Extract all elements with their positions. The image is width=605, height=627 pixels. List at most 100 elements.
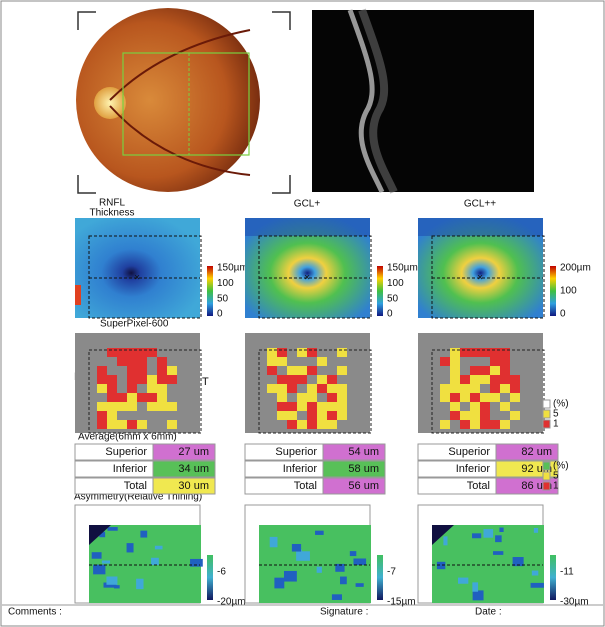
superpixel-cell <box>510 411 520 420</box>
table-label: Inferior <box>456 463 491 475</box>
colorbar-label: 200µm <box>560 263 591 274</box>
superpixel-cell <box>490 384 500 393</box>
legend-swatch <box>542 419 551 429</box>
superpixel-cell <box>147 393 157 402</box>
map-grid <box>258 235 372 319</box>
superpixel-cell <box>167 420 177 429</box>
asymmetry-colorbar <box>377 555 383 600</box>
asymmetry-spot <box>151 557 159 566</box>
column-subtitle: Thickness <box>89 208 134 219</box>
superpixel-cell <box>317 384 327 393</box>
fovea-mark: × <box>477 273 483 284</box>
superpixel-title: SuperPixel-600 <box>100 319 169 330</box>
superpixel-cell <box>500 384 510 393</box>
colorbar-label: 50 <box>217 293 229 304</box>
superpixel-cell <box>127 420 137 429</box>
superpixel-cell <box>480 420 490 429</box>
table-value: 54 um <box>348 446 379 458</box>
superpixel-cell <box>440 393 450 402</box>
fundus-image <box>76 8 291 194</box>
asymmetry-spot <box>91 552 102 559</box>
table-label: Total <box>294 480 317 492</box>
asymmetry-spot <box>106 576 118 585</box>
superpixel-cell <box>127 384 137 393</box>
superpixel-cell <box>337 411 347 420</box>
asymmetry-spot <box>291 543 302 552</box>
asymmetry-spot <box>483 529 494 538</box>
superpixel-cell <box>450 384 460 393</box>
table-label: Total <box>124 480 147 492</box>
superpixel-cell <box>127 348 137 357</box>
asymmetry-spot <box>113 585 120 589</box>
superpixel-cell <box>277 393 287 402</box>
superpixel-cell <box>267 366 277 375</box>
asymmetry-corner <box>89 525 111 545</box>
superpixel-cell <box>460 393 470 402</box>
asymmetry-colorbar <box>207 555 213 600</box>
legend-label: (%) <box>553 461 569 472</box>
superpixel-cell <box>440 420 450 429</box>
asymmetry-spot <box>126 543 134 553</box>
asymmetry-colorbar <box>550 555 556 600</box>
asymmetry-spot <box>283 570 297 582</box>
superpixel-cell <box>157 393 167 402</box>
table-value-cell <box>322 460 386 478</box>
asymmetry-map <box>259 525 371 603</box>
superpixel-cell <box>287 411 297 420</box>
asymmetry-spot <box>103 582 117 588</box>
superpixel-cell <box>147 348 157 357</box>
fovea-mark: × <box>134 273 140 284</box>
superpixel-cell <box>267 357 277 366</box>
superpixel-cell <box>277 384 287 393</box>
superpixel-cell <box>490 393 500 402</box>
map-grid <box>88 235 202 319</box>
asymmetry-spot <box>269 536 278 548</box>
superpixel-cell <box>460 384 470 393</box>
table-label: Total <box>467 480 490 492</box>
legend-swatch <box>542 399 551 409</box>
thickness-map <box>75 218 200 318</box>
superpixel-cell <box>480 402 490 411</box>
superpixel-cell <box>147 402 157 411</box>
superpixel-cell <box>157 402 167 411</box>
asymmetry-spot <box>472 582 479 592</box>
superpixel-cell <box>490 357 500 366</box>
superpixel-cell <box>267 384 277 393</box>
superpixel-cell <box>460 420 470 429</box>
superpixel-cell <box>117 420 127 429</box>
superpixel-cell <box>490 348 500 357</box>
table-value-cell <box>152 460 216 478</box>
superpixel-cell <box>127 357 137 366</box>
footer-date: Date : <box>475 607 502 618</box>
asymmetry-colorbar-label: -30µm <box>560 597 589 608</box>
superpixel-cell <box>510 393 520 402</box>
superpixel-cell <box>157 384 167 393</box>
superpixel-cell <box>500 420 510 429</box>
column-title: RNFL <box>99 198 126 209</box>
superpixel-cell <box>337 384 347 393</box>
asymmetry-spot <box>316 566 322 573</box>
superpixel-cell <box>157 366 167 375</box>
map-top-band <box>245 218 370 236</box>
asymmetry-spot <box>472 590 484 601</box>
superpixel-cell <box>327 420 337 429</box>
superpixel-cell <box>307 411 317 420</box>
superpixel-cell <box>460 375 470 384</box>
asymmetry-spot <box>136 578 144 590</box>
asymmetry-spot <box>99 531 106 538</box>
superpixel-cell <box>277 375 287 384</box>
colorbar-label: 0 <box>560 309 566 320</box>
superpixel-cell <box>480 348 490 357</box>
superpixel-cell <box>500 375 510 384</box>
legend-label: 1 <box>553 419 559 430</box>
table-label: Inferior <box>113 463 148 475</box>
table-value-cell <box>322 477 386 495</box>
oct-scan <box>312 8 534 194</box>
colorbar <box>207 266 213 316</box>
superpixel-cell <box>440 384 450 393</box>
asymmetry-title: Asymmetry(Relative Thining) <box>74 492 202 503</box>
superpixel-cell <box>337 348 347 357</box>
superpixel-cell <box>97 375 107 384</box>
superpixel-cell <box>500 348 510 357</box>
superpixel-cell <box>470 348 480 357</box>
